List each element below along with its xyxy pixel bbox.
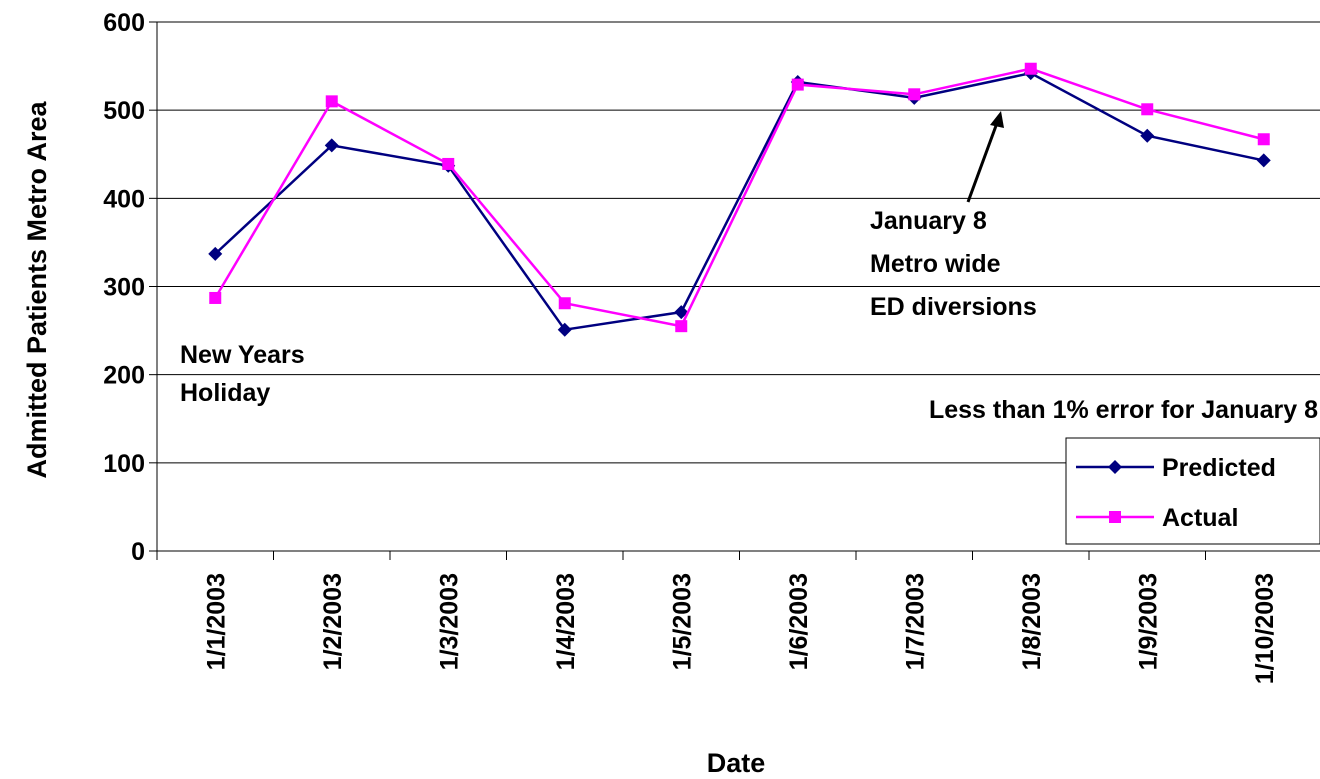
- x-tick-label: 1/8/2003: [1018, 573, 1046, 670]
- annotation-arrow-head: [990, 111, 1004, 128]
- y-tick-labels: 0 100 200 300 400 500 600: [103, 9, 145, 566]
- annotation-diversion-line3: ED diversions: [870, 293, 1037, 321]
- x-tick-label: 1/9/2003: [1134, 573, 1162, 670]
- legend-box: [1065, 437, 1320, 545]
- annotation-error-note: Less than 1% error for January 8: [929, 396, 1318, 424]
- data-point-predicted: [1140, 128, 1155, 143]
- data-point-actual: [209, 291, 222, 304]
- annotation-diversion-line2: Metro wide: [870, 250, 1001, 278]
- x-tick-label: 1/5/2003: [668, 573, 696, 670]
- data-point-actual: [558, 297, 571, 310]
- x-tick-labels: 1/1/2003 1/2/2003 1/3/2003 1/4/2003 1/5/2003…: [202, 573, 1279, 684]
- data-point-actual: [675, 320, 688, 333]
- annotation-holiday-line2: Holiday: [180, 379, 270, 407]
- y-tick-label: 600: [103, 9, 145, 37]
- axes: [149, 21, 1320, 560]
- annotation-diversion-line1: January 8: [870, 207, 987, 235]
- y-axis-label: Admitted Patients Metro Area: [22, 100, 52, 478]
- x-tick-label: 1/6/2003: [785, 573, 813, 670]
- data-point-actual: [908, 88, 921, 101]
- data-point-actual: [1024, 62, 1037, 75]
- legend-predicted-marker: [1108, 460, 1122, 474]
- x-tick-label: 1/7/2003: [901, 573, 929, 670]
- legend-predicted-label: Predicted: [1162, 454, 1276, 482]
- x-tick-label: 1/10/2003: [1251, 573, 1279, 684]
- series-line-predicted: [214, 71, 1265, 332]
- series-actual: [209, 62, 1270, 333]
- x-tick-label: 1/3/2003: [435, 573, 463, 670]
- data-point-actual: [1141, 103, 1154, 116]
- data-point-predicted: [208, 246, 223, 261]
- data-point-actual: [1257, 133, 1270, 146]
- x-tick-label: 1/2/2003: [319, 573, 347, 670]
- x-axis-label: Date: [707, 748, 766, 778]
- annotation-arrow-shaft: [966, 122, 999, 203]
- y-tick-label: 200: [103, 362, 145, 390]
- data-point-actual: [325, 95, 338, 108]
- y-tick-label: 300: [103, 274, 145, 302]
- series-predicted: [208, 66, 1271, 337]
- y-tick-label: 100: [103, 450, 145, 478]
- x-tick-label: 1/4/2003: [552, 573, 580, 670]
- x-tick-label: 1/1/2003: [202, 573, 230, 670]
- y-tick-label: 500: [103, 97, 145, 125]
- legend-actual-label: Actual: [1162, 504, 1238, 532]
- data-point-predicted: [324, 138, 339, 153]
- data-point-predicted: [1256, 153, 1271, 168]
- annotation-holiday-line1: New Years: [180, 341, 305, 369]
- series-line-actual: [214, 67, 1265, 328]
- legend: Predicted Actual: [1065, 437, 1320, 545]
- data-point-actual: [442, 157, 455, 170]
- data-point-actual: [791, 78, 804, 91]
- data-point-predicted: [557, 322, 572, 337]
- legend-actual-marker: [1109, 511, 1121, 523]
- y-tick-label: 0: [131, 538, 145, 566]
- data-point-predicted: [674, 305, 689, 320]
- y-tick-label: 400: [103, 185, 145, 213]
- series-layer: [208, 62, 1271, 337]
